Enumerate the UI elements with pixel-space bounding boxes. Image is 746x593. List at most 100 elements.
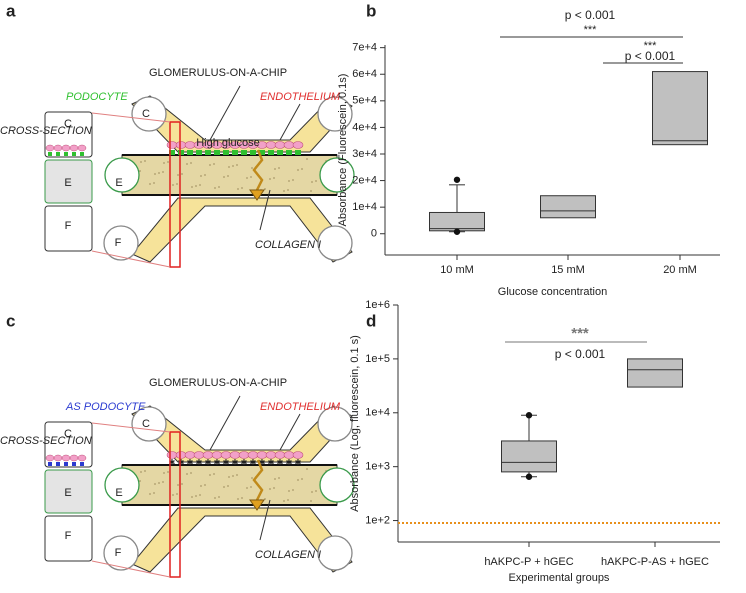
marker — [223, 150, 229, 155]
texture — [288, 180, 290, 182]
chip-diagram: C E F C E F GLOMERULUS-ON-A-CHIP PODOCYTE ENDOTH… — [0, 67, 355, 268]
texture — [287, 189, 289, 191]
texture — [292, 179, 294, 181]
port-label: F — [115, 237, 122, 249]
marker: ✱ — [277, 458, 284, 467]
x-tick-label: hAKPC-P-AS + hGEC — [601, 556, 709, 568]
marker — [205, 150, 211, 155]
section-box — [44, 469, 93, 514]
podocyte-label: PODOCYTE — [66, 91, 128, 103]
marker — [56, 462, 60, 466]
box — [652, 71, 708, 146]
cell — [292, 451, 304, 459]
texture — [273, 487, 275, 489]
marker — [196, 150, 202, 155]
x-tick-label: 15 mM — [551, 264, 585, 276]
texture — [274, 168, 276, 170]
texture — [218, 496, 220, 498]
texture — [315, 180, 317, 182]
y-tick-label: 4e+4 — [352, 121, 377, 133]
cell — [77, 144, 87, 152]
marker — [232, 150, 238, 155]
texture — [246, 487, 248, 489]
connector — [91, 112, 171, 123]
marker: ✱ — [295, 458, 302, 467]
cell — [292, 141, 304, 149]
marker — [48, 152, 52, 156]
cut-marker — [169, 431, 181, 578]
texture — [246, 177, 248, 179]
box — [627, 358, 683, 388]
port — [319, 157, 355, 193]
port-label: F — [115, 547, 122, 559]
collagen-channel — [121, 464, 338, 506]
texture — [306, 158, 308, 160]
y-tick-label: 2e+4 — [352, 174, 377, 186]
cell — [45, 454, 55, 462]
section-title: CROSS-SECTION — [0, 125, 92, 137]
outlier — [525, 412, 533, 419]
cell — [274, 141, 286, 149]
port-label: C — [142, 418, 150, 430]
texture — [237, 188, 239, 190]
section-box — [44, 515, 93, 562]
texture — [181, 483, 183, 485]
texture — [200, 485, 202, 487]
section-label: C — [64, 118, 72, 130]
y-tick-label: 7e+4 — [352, 42, 377, 54]
texture — [190, 472, 192, 474]
collagen-channel — [121, 154, 338, 196]
section-title: CROSS-SECTION — [0, 435, 92, 447]
cell — [61, 144, 71, 152]
y-axis-title: Absorbance (Fluorescein, 0.1s) — [337, 74, 349, 227]
arrow-head — [249, 499, 265, 511]
texture — [278, 477, 280, 479]
marker — [48, 462, 52, 466]
x-tick-label: 10 mM — [440, 264, 474, 276]
port — [103, 535, 139, 571]
arrow-head — [249, 189, 265, 201]
marker: ✱ — [223, 458, 230, 467]
box — [501, 440, 557, 473]
texture — [232, 475, 234, 477]
texture — [195, 185, 197, 187]
texture — [172, 184, 174, 186]
panel-label: d — [366, 311, 376, 330]
x-tick-label: hAKPC-P + hGEC — [484, 556, 573, 568]
texture — [191, 496, 193, 498]
texture — [310, 500, 312, 502]
p-value: p < 0.001 — [565, 8, 616, 22]
chip-channel — [131, 405, 353, 463]
texture — [162, 481, 164, 483]
section-label: F — [65, 220, 72, 232]
section-label: F — [65, 530, 72, 542]
texture — [236, 164, 238, 166]
stimulus-label: High glucose — [196, 137, 260, 149]
y-tick-label: 5e+4 — [352, 95, 377, 107]
texture — [176, 493, 178, 495]
texture — [227, 485, 229, 487]
y-tick-label: 1e+2 — [365, 514, 390, 526]
texture — [149, 183, 151, 185]
port — [317, 406, 353, 442]
texture — [154, 173, 156, 175]
port-label: E — [115, 487, 122, 499]
connector — [91, 560, 171, 578]
texture — [274, 478, 276, 480]
cell — [53, 454, 63, 462]
texture — [209, 164, 211, 166]
texture — [162, 171, 164, 173]
marker — [56, 152, 60, 156]
marker — [80, 462, 84, 466]
marker — [80, 152, 84, 156]
cell — [265, 141, 277, 149]
texture — [287, 499, 289, 501]
box — [540, 195, 596, 219]
panel-label: b — [366, 1, 376, 20]
port — [103, 225, 139, 261]
texture — [172, 494, 174, 496]
pointer — [209, 395, 241, 451]
marker: ✱ — [214, 458, 221, 467]
texture — [144, 160, 146, 162]
